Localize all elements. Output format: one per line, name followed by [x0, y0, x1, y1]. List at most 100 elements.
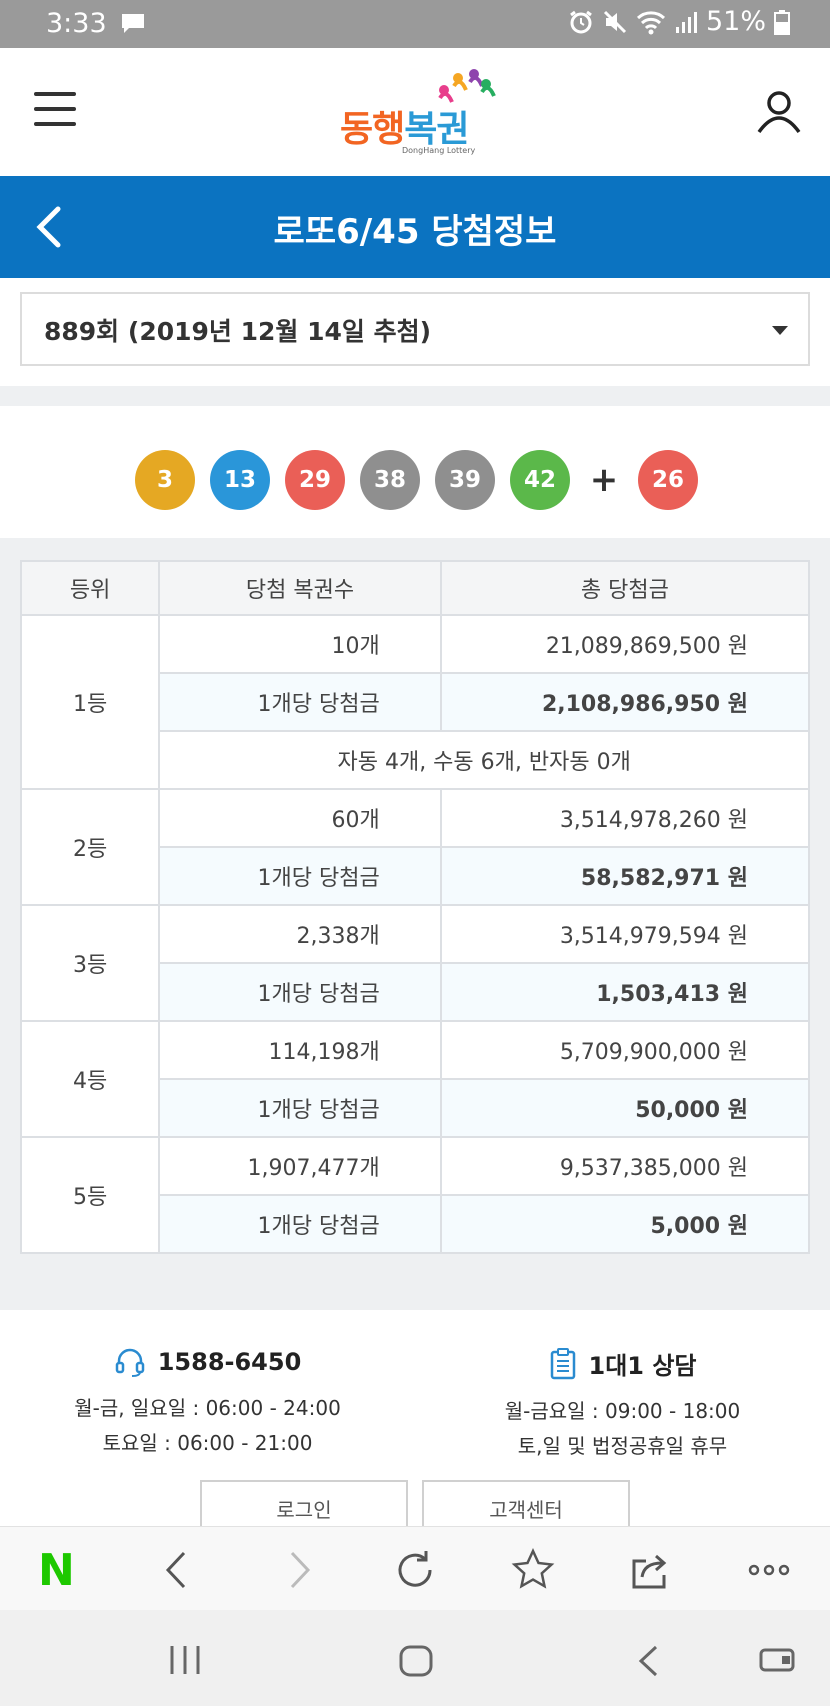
per-label: 1개당 당첨금 — [158, 962, 442, 1022]
per-prize: 58,582,971 원 — [439, 846, 811, 906]
back-arrow-icon[interactable] — [34, 206, 64, 248]
per-prize: 1,503,413 원 — [439, 962, 811, 1022]
round-select[interactable]: 889회 (2019년 12월 14일 추첨) — [20, 292, 810, 366]
table-row: 5등 1,907,477개 9,537,385,000 원 — [19, 1136, 811, 1254]
alarm-icon — [570, 10, 592, 33]
per-prize: 50,000 원 — [439, 1078, 811, 1138]
clipboard-icon — [550, 1347, 575, 1379]
per-label: 1개당 당첨금 — [158, 1194, 442, 1254]
table-row: 1개당 당첨금 1,503,413 원 — [21, 962, 811, 1022]
prize-table: 등위 당첨 복권수 총 당첨금 1등 10개 21,089,869,500 원 … — [19, 560, 811, 1254]
per-label: 1개당 당첨금 — [158, 846, 442, 906]
header-rank: 등위 — [19, 560, 161, 616]
table-row: 1개당 당첨금 2,108,986,950 원 — [21, 672, 811, 732]
recent-apps-icon[interactable] — [168, 1644, 202, 1676]
mute-icon — [603, 10, 627, 33]
chevron-down-icon — [772, 326, 788, 335]
per-prize: 2,108,986,950 원 — [439, 672, 811, 732]
number-ball: 13 — [210, 450, 270, 510]
table-row: 1개당 당첨금 58,582,971 원 — [21, 846, 811, 906]
plus-sign: + — [589, 460, 619, 500]
share-icon[interactable] — [628, 1547, 674, 1593]
table-header-row: 등위 당첨 복권수 총 당첨금 — [19, 560, 811, 616]
logo-subtext: DongHang Lottery — [402, 146, 476, 155]
rank-cell: 3등 — [19, 904, 161, 1022]
total-prize: 3,514,979,594 원 — [439, 904, 811, 964]
customer-center-button[interactable]: 고객센터 — [422, 1480, 630, 1528]
round-select-section: 889회 (2019년 12월 14일 추첨) — [0, 278, 830, 386]
number-ball: 3 — [135, 450, 195, 510]
menu-icon[interactable] — [34, 92, 76, 130]
table-row: 4등 114,198개 5,709,900,000 원 — [19, 1020, 811, 1138]
battery-percent: 51% — [705, 6, 766, 37]
headset-icon — [115, 1348, 144, 1377]
header-total: 총 당첨금 — [439, 560, 811, 616]
number-ball: 38 — [360, 450, 420, 510]
table-row: 자동 4개, 수동 6개, 반자동 0개 — [21, 730, 810, 790]
rank-cell: 1등 — [19, 614, 161, 790]
keyboard-switch-icon[interactable] — [758, 1644, 796, 1676]
user-icon[interactable] — [756, 88, 802, 134]
total-prize: 21,089,869,500 원 — [439, 614, 811, 674]
header-count: 당첨 복권수 — [158, 560, 442, 616]
consult-hours-weekday: 월-금요일 : 09:00 - 18:00 — [504, 1399, 741, 1423]
phone-contact: 1588-6450 월-금, 일요일 : 06:00 - 24:00 토요일 :… — [0, 1346, 415, 1456]
total-prize: 5,709,900,000 원 — [439, 1020, 811, 1080]
bookmark-star-icon[interactable] — [510, 1547, 556, 1593]
logo-text: 동행복권 — [340, 109, 470, 150]
page-title: 로또6/45 당첨정보 — [273, 212, 557, 252]
message-icon — [122, 14, 144, 33]
number-ball: 29 — [285, 450, 345, 510]
app-header: 동행복권 DongHang Lottery — [0, 48, 830, 176]
consult-contact: 1대1 상담 월-금요일 : 09:00 - 18:00 토,일 및 법정공휴일… — [415, 1346, 830, 1459]
bonus-number-ball: 26 — [638, 450, 698, 510]
total-prize: 3,514,978,260 원 — [439, 788, 811, 848]
login-button[interactable]: 로그인 — [200, 1480, 408, 1528]
wifi-icon — [636, 10, 666, 34]
per-prize: 5,000 원 — [439, 1194, 811, 1254]
donghang-logo[interactable]: 동행복권 DongHang Lottery — [340, 68, 500, 160]
table-row: 1등 10개 21,089,869,500 원 — [19, 614, 811, 790]
winner-count: 1,907,477개 — [158, 1136, 442, 1196]
rank-cell: 4등 — [19, 1020, 161, 1138]
logo-figures-icon — [438, 69, 496, 103]
naver-home-icon[interactable]: N — [38, 1545, 75, 1596]
home-icon[interactable] — [398, 1644, 434, 1678]
winning-numbers-section: 3 13 29 38 39 42 + 26 — [0, 406, 830, 538]
browser-back-icon[interactable] — [154, 1547, 200, 1593]
winner-count: 60개 — [158, 788, 442, 848]
phone-hours-saturday: 토요일 : 06:00 - 21:00 — [102, 1431, 313, 1455]
table-row: 2등 60개 3,514,978,260 원 — [19, 788, 811, 906]
winning-numbers: 3 13 29 38 39 42 + 26 — [135, 450, 698, 510]
winner-count: 10개 — [158, 614, 442, 674]
browser-toolbar: N — [0, 1526, 830, 1610]
consult-label[interactable]: 1대1 상담 — [588, 1352, 697, 1380]
divider — [0, 386, 830, 406]
rank-cell: 5등 — [19, 1136, 161, 1254]
battery-icon — [774, 9, 790, 35]
signal-icon — [675, 11, 697, 33]
winner-count: 2,338개 — [158, 904, 442, 964]
total-prize: 9,537,385,000 원 — [439, 1136, 811, 1196]
number-ball: 39 — [435, 450, 495, 510]
table-row: 1개당 당첨금 5,000 원 — [21, 1194, 811, 1254]
per-label: 1개당 당첨금 — [158, 672, 442, 732]
round-select-value: 889회 (2019년 12월 14일 추첨) — [44, 317, 432, 346]
footer: 1588-6450 월-금, 일요일 : 06:00 - 24:00 토요일 :… — [0, 1310, 830, 1528]
per-label: 1개당 당첨금 — [158, 1078, 442, 1138]
browser-forward-icon[interactable] — [276, 1547, 322, 1593]
table-row: 1개당 당첨금 50,000 원 — [21, 1078, 811, 1138]
title-bar: 로또6/45 당첨정보 — [0, 176, 830, 278]
winner-count: 114,198개 — [158, 1020, 442, 1080]
status-time: 3:33 — [46, 8, 107, 39]
nav-back-icon[interactable] — [636, 1644, 660, 1678]
system-nav-bar — [0, 1610, 830, 1706]
refresh-icon[interactable] — [392, 1547, 438, 1593]
more-options-icon[interactable] — [746, 1547, 792, 1593]
status-icons: 51% — [568, 6, 790, 37]
rank-cell: 2등 — [19, 788, 161, 906]
phone-number[interactable]: 1588-6450 — [157, 1348, 302, 1376]
phone-hours-weekday: 월-금, 일요일 : 06:00 - 24:00 — [74, 1396, 341, 1420]
purchase-method: 자동 4개, 수동 6개, 반자동 0개 — [158, 730, 810, 790]
consult-hours-holiday: 토,일 및 법정공휴일 휴무 — [517, 1434, 728, 1458]
